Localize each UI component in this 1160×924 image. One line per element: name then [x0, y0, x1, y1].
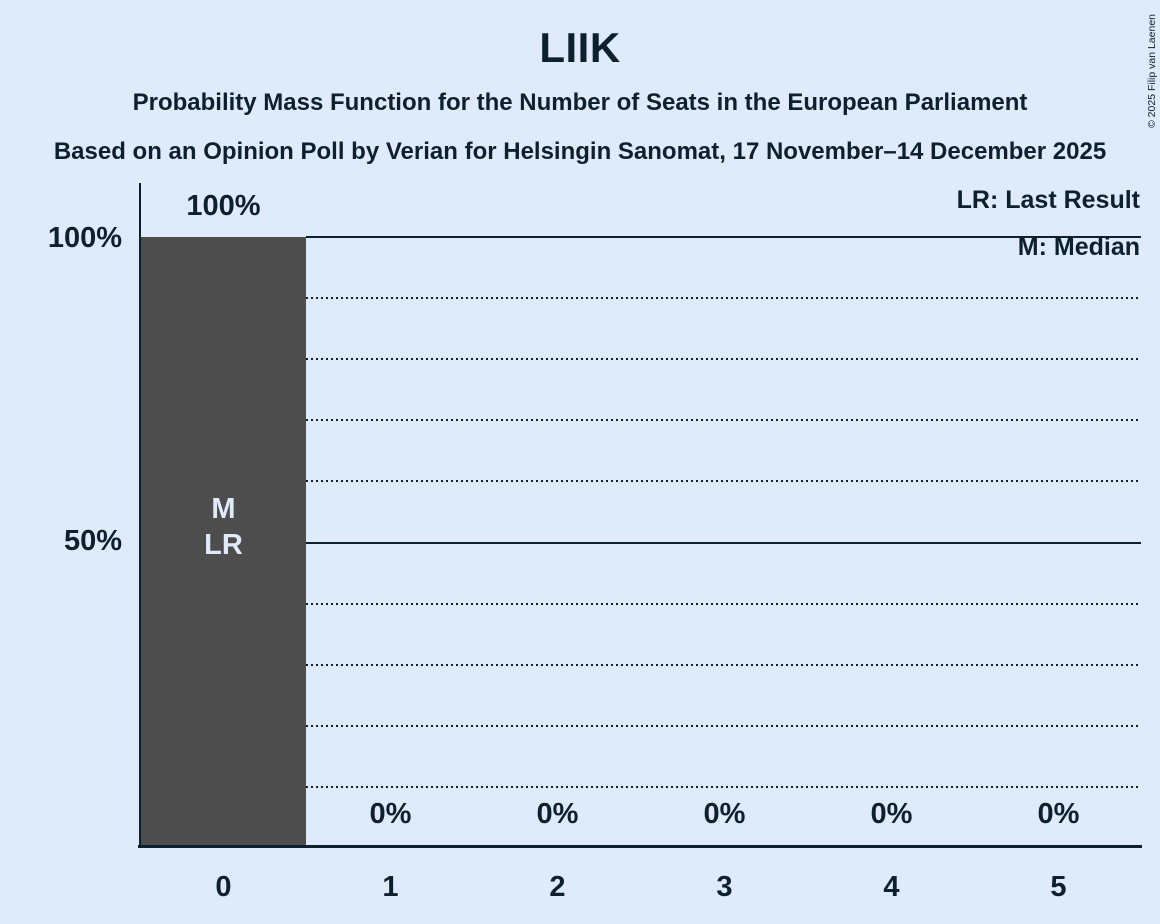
gridline-80 — [306, 358, 1141, 360]
chart-title: LIIK — [539, 24, 621, 71]
x-tick-label-0: 0 — [215, 871, 232, 903]
gridline-30 — [306, 664, 1141, 666]
y-tick-label-100: 100% — [47, 222, 122, 254]
value-label-2: 0% — [536, 798, 579, 830]
bar-seats-0 — [141, 237, 306, 846]
x-tick-label-4: 4 — [883, 871, 900, 903]
value-label-0: 100% — [186, 190, 261, 222]
y-tick-label-50: 50% — [63, 525, 122, 557]
value-label-5: 0% — [1037, 798, 1080, 830]
gridline-20 — [306, 725, 1141, 727]
x-tick-label-3: 3 — [716, 871, 733, 903]
x-tick-label-2: 2 — [549, 871, 566, 903]
gridline-50 — [306, 542, 1141, 544]
gridline-70 — [306, 419, 1141, 421]
median-marker: M — [211, 493, 236, 525]
y-axis-line — [139, 183, 141, 847]
bar-annotations: M LR — [141, 491, 306, 563]
gridline-100 — [306, 236, 1141, 238]
x-tick-label-5: 5 — [1050, 871, 1067, 903]
chart-subtitle: Probability Mass Function for the Number… — [132, 89, 1028, 116]
gridline-10 — [306, 786, 1141, 788]
gridline-60 — [306, 480, 1141, 482]
gridline-40 — [306, 603, 1141, 605]
x-tick-label-1: 1 — [382, 871, 399, 903]
gridline-90 — [306, 297, 1141, 299]
value-label-4: 0% — [870, 798, 913, 830]
legend-last-result: LR: Last Result — [956, 186, 1140, 214]
x-axis-line — [138, 845, 1142, 848]
value-label-1: 0% — [369, 798, 412, 830]
copyright-note: © 2025 Filip van Laenen — [1146, 14, 1158, 128]
chart-source-line: Based on an Opinion Poll by Verian for H… — [53, 138, 1107, 165]
value-label-3: 0% — [703, 798, 746, 830]
last-result-marker: LR — [204, 529, 243, 561]
